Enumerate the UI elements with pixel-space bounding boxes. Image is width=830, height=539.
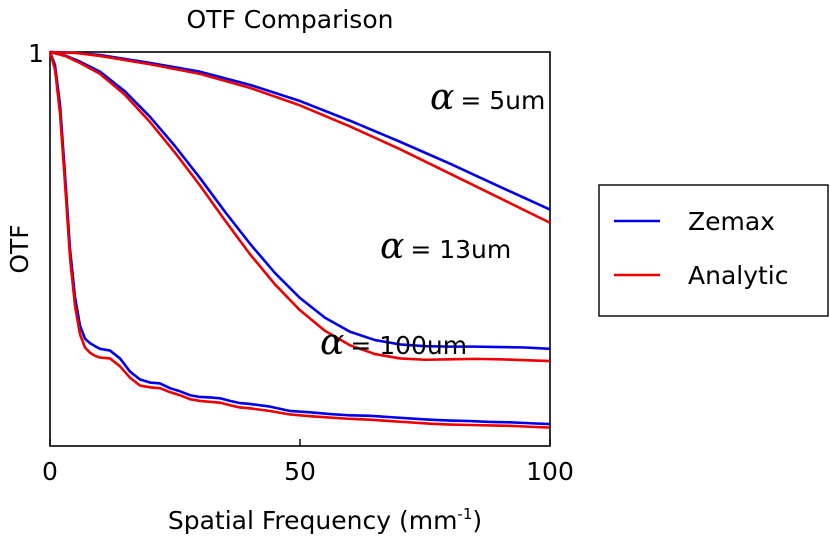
legend-label-zemax: Zemax (688, 207, 775, 236)
annotation-0: α = 5um (430, 77, 545, 118)
annotation-1: α = 13um (380, 226, 511, 267)
legend-label-analytic: Analytic (688, 261, 789, 290)
series-line-analytic-group-0 (49, 50, 551, 224)
x-axis-label-suffix: ) (472, 506, 482, 535)
x-tick-label-2: 100 (526, 457, 574, 486)
y-tick-label-0: 1 (28, 39, 44, 68)
series-line-zemax-group-1 (49, 50, 551, 351)
tick-layer: 0 50 100 1 (28, 39, 574, 486)
legend-box (598, 184, 829, 317)
annotation-text-1: = 13um (410, 235, 511, 264)
x-tick-label-1: 50 (284, 457, 316, 486)
x-axis-label-main: Spatial Frequency (mm (168, 506, 458, 535)
annotation-symbol-2: α (320, 322, 344, 363)
chart-title: OTF Comparison (187, 5, 394, 34)
x-axis-label: Spatial Frequency (mm-1) (168, 505, 482, 535)
x-axis-label-sup: -1 (457, 505, 472, 523)
annotation-symbol-1: α (380, 226, 404, 267)
x-tick-label-0: 0 (42, 457, 58, 486)
legend: Zemax Analytic (598, 184, 829, 317)
annotation-2: α = 100um (320, 322, 467, 363)
annotation-text-0: = 5um (460, 86, 545, 115)
annotation-symbol-0: α (430, 77, 454, 118)
series-line-analytic-group-2 (48, 51, 551, 429)
annotation-text-2: = 100um (350, 331, 467, 360)
series-layer (48, 50, 551, 429)
y-axis-label: OTF (5, 224, 34, 273)
series-line-analytic-group-1 (49, 50, 551, 363)
series-line-zemax-group-2 (48, 51, 551, 426)
